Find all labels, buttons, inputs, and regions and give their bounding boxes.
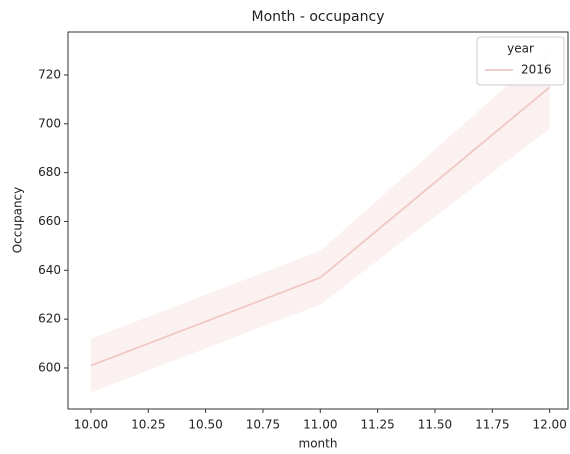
y-tick-label: 700: [38, 116, 61, 130]
chart-title: Month - occupancy: [252, 9, 385, 25]
confidence-band: [90, 48, 550, 393]
y-tick-label: 660: [38, 214, 61, 228]
y-tick-label: 680: [38, 165, 61, 179]
x-tick-label: 11.50: [418, 418, 452, 432]
y-tick-label: 720: [38, 67, 61, 81]
y-tick-label: 600: [38, 360, 61, 374]
x-tick-label: 11.00: [303, 418, 337, 432]
x-tick-label: 12.00: [532, 418, 566, 432]
y-axis-label: Occupancy: [11, 187, 25, 254]
legend-title: year: [507, 42, 534, 56]
x-tick-label: 11.75: [475, 418, 509, 432]
x-tick-label: 10.25: [131, 418, 165, 432]
legend-label: 2016: [521, 63, 552, 77]
legend-box: [476, 36, 565, 86]
x-tick-label: 11.25: [360, 418, 394, 432]
x-axis-label: month: [299, 437, 338, 451]
plot-frame: [67, 31, 569, 410]
y-tick-label: 640: [38, 263, 61, 277]
x-tick-label: 10.00: [74, 418, 108, 432]
x-tick-label: 10.75: [246, 418, 280, 432]
x-tick-label: 10.50: [188, 418, 222, 432]
series-line: [90, 86, 551, 367]
y-tick-label: 620: [38, 312, 61, 326]
